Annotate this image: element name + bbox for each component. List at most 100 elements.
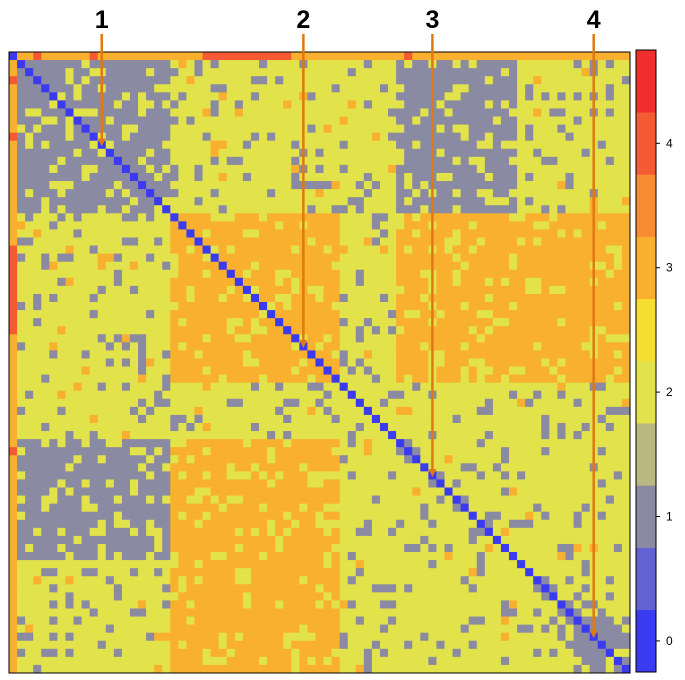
heatmap-cell: [17, 519, 26, 529]
heatmap-cell: [476, 108, 486, 117]
heatmap-cell: [404, 519, 413, 529]
heatmap-cell: [129, 455, 139, 464]
heatmap-cell: [549, 164, 558, 174]
heatmap-cell: [525, 334, 534, 343]
heatmap-cell: [613, 318, 623, 327]
heatmap-cell: [388, 471, 397, 480]
heatmap-cell: [331, 366, 341, 375]
heatmap-cell: [291, 422, 300, 432]
heatmap-cell: [484, 511, 494, 521]
heatmap-cell: [533, 197, 542, 206]
heatmap-cell: [404, 164, 413, 174]
heatmap-cell: [202, 140, 212, 150]
heatmap-cell: [226, 172, 236, 182]
heatmap-cell: [81, 92, 91, 101]
heatmap-cell: [339, 108, 349, 117]
heatmap-cell: [49, 68, 58, 77]
heatmap-cell: [396, 326, 405, 335]
heatmap-cell: [57, 84, 66, 93]
heatmap-cell: [154, 318, 163, 327]
heatmap-cell: [533, 52, 542, 61]
heatmap-cell: [444, 237, 453, 246]
heatmap-cell: [597, 92, 607, 101]
heatmap-cell: [267, 431, 276, 440]
heatmap-cell: [226, 479, 236, 488]
heatmap-cell: [73, 140, 82, 150]
heatmap-cell: [41, 148, 50, 158]
heatmap-cell: [275, 543, 284, 553]
heatmap-cell: [541, 302, 550, 311]
heatmap-cell: [355, 68, 365, 77]
heatmap-cell: [81, 543, 91, 553]
heatmap-cell: [339, 302, 349, 311]
heatmap-cell: [404, 156, 413, 166]
heatmap-cell: [307, 132, 316, 142]
heatmap-cell: [379, 342, 389, 351]
heatmap-cell: [73, 92, 82, 101]
heatmap-cell: [146, 221, 155, 230]
heatmap-cell: [355, 132, 365, 142]
heatmap-cell: [186, 302, 195, 311]
heatmap-cell: [452, 479, 462, 488]
heatmap-cell: [33, 366, 42, 375]
heatmap-cell: [283, 269, 292, 279]
heatmap-cell: [25, 92, 34, 101]
heatmap-cell: [323, 140, 332, 150]
heatmap-cell: [186, 439, 195, 448]
heatmap-cell: [363, 302, 373, 311]
heatmap-cell: [17, 68, 26, 77]
heatmap-cell: [283, 527, 292, 537]
heatmap-cell: [33, 455, 42, 464]
heatmap-cell: [194, 527, 203, 537]
heatmap-cell: [371, 60, 381, 69]
heatmap-cell: [218, 334, 228, 343]
heatmap-cell: [541, 221, 550, 230]
heatmap-cell: [250, 479, 260, 488]
heatmap-cell: [500, 560, 510, 569]
heatmap-cell: [89, 148, 99, 158]
heatmap-cell: [597, 310, 607, 319]
heatmap-cell: [226, 68, 236, 77]
heatmap-cell: [379, 326, 389, 335]
heatmap-cell: [339, 487, 349, 496]
heatmap-cell: [436, 237, 445, 246]
heatmap-cell: [202, 487, 212, 496]
heatmap-cell: [307, 60, 316, 69]
heatmap-cell: [597, 68, 607, 77]
heatmap-cell: [347, 495, 357, 505]
heatmap-cell: [146, 527, 155, 537]
heatmap-cell: [267, 447, 276, 456]
heatmap-cell: [113, 221, 123, 230]
heatmap-cell: [444, 269, 453, 279]
heatmap-cell: [49, 422, 58, 432]
heatmap-cell: [242, 213, 252, 222]
heatmap-cell: [525, 479, 534, 488]
heatmap-cell: [267, 326, 276, 335]
heatmap-cell: [476, 358, 486, 367]
heatmap-cell: [9, 552, 18, 561]
heatmap-cell: [267, 108, 276, 117]
heatmap-cell: [250, 422, 260, 432]
heatmap-cells: [9, 52, 631, 674]
heatmap-cell: [476, 463, 486, 472]
heatmap-cell: [509, 221, 518, 230]
heatmap-cell: [484, 302, 494, 311]
heatmap-cell: [129, 350, 139, 359]
heatmap-cell: [525, 52, 534, 61]
heatmap-cell: [460, 164, 470, 174]
heatmap-cell: [105, 390, 115, 400]
heatmap-cell: [267, 253, 276, 263]
heatmap-cell: [178, 560, 187, 569]
heatmap-cell: [65, 511, 74, 521]
heatmap-cell: [105, 124, 115, 134]
heatmap-cell: [267, 471, 276, 480]
heatmap-cell: [492, 302, 502, 311]
heatmap-cell: [621, 253, 631, 263]
heatmap-cell: [186, 293, 195, 303]
heatmap-cell: [573, 479, 583, 488]
heatmap-cell: [178, 471, 187, 480]
heatmap-cell: [621, 447, 631, 456]
heatmap-cell: [210, 568, 220, 577]
heatmap-cell: [170, 422, 179, 432]
heatmap-cell: [444, 568, 453, 577]
